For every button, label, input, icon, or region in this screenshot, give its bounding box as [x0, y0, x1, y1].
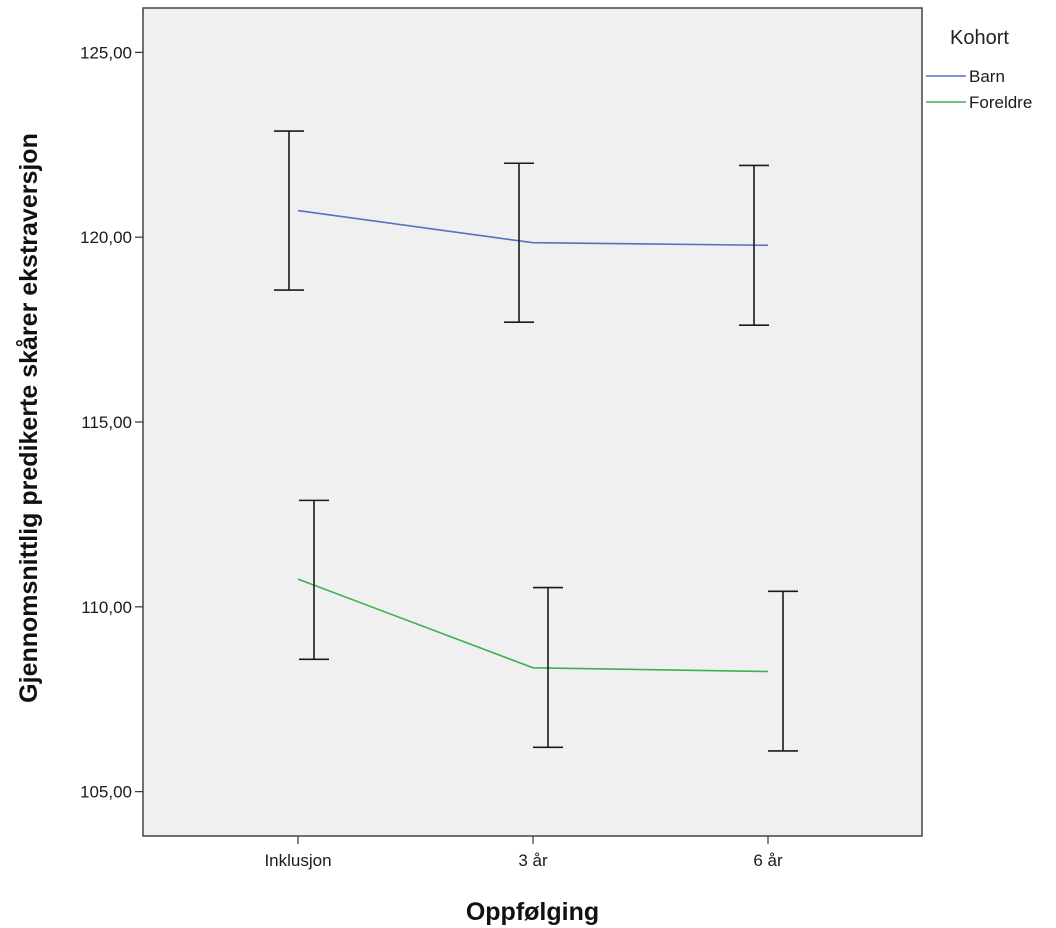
y-tick-label: 125,00	[80, 43, 132, 62]
errorbar-layer	[274, 130, 798, 752]
series-line-foreldre	[297, 578, 769, 673]
x-tick-label: 3 år	[518, 851, 548, 870]
legend-title: Kohort	[950, 27, 1009, 49]
x-axis: Inklusjon 3 år 6 år	[264, 836, 783, 870]
y-tick-label: 115,00	[81, 413, 132, 432]
y-tick-label: 120,00	[80, 228, 132, 247]
x-tick-label: 6 år	[753, 851, 783, 870]
y-axis: 105,00 110,00 115,00 120,00 125,00	[80, 43, 143, 802]
error-bar	[504, 162, 534, 323]
x-axis-title: Oppfølging	[466, 898, 599, 926]
y-axis-title: Gjennomsnittlig predikerte skårer ekstra…	[15, 133, 43, 703]
error-bar	[739, 164, 769, 326]
series-layer	[297, 209, 769, 673]
x-tick-label: Inklusjon	[264, 851, 331, 870]
y-tick-label: 110,00	[81, 598, 132, 617]
legend: Kohort Barn Foreldre	[926, 27, 1032, 112]
legend-label-foreldre: Foreldre	[969, 93, 1032, 112]
error-bar	[274, 130, 304, 291]
legend-label-barn: Barn	[969, 67, 1005, 86]
series-line-barn	[297, 209, 769, 247]
plot-area	[142, 7, 923, 837]
error-bar	[533, 586, 563, 749]
error-bar	[768, 590, 798, 752]
error-bar	[299, 499, 329, 661]
y-tick-label: 105,00	[80, 783, 132, 802]
